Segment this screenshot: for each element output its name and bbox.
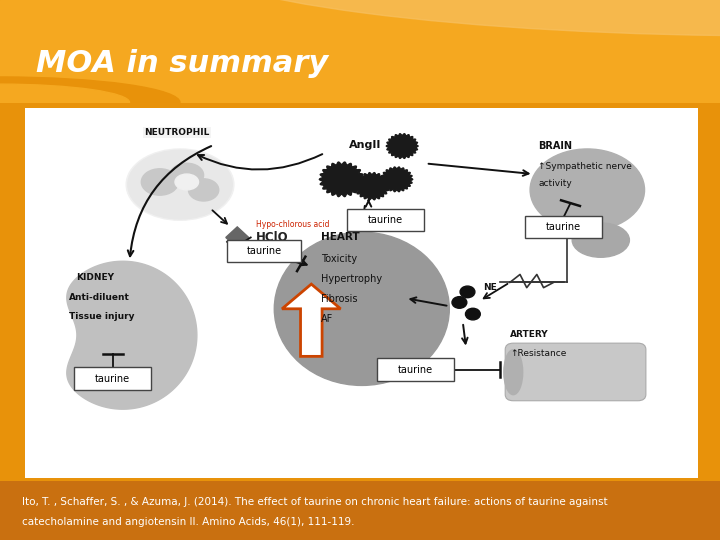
Ellipse shape (530, 149, 644, 231)
Ellipse shape (504, 350, 523, 395)
Circle shape (465, 308, 480, 320)
Ellipse shape (189, 179, 219, 201)
Text: Hypertrophy: Hypertrophy (321, 274, 382, 284)
FancyBboxPatch shape (377, 359, 454, 381)
Text: activity: activity (538, 179, 572, 187)
Text: HClO: HClO (256, 231, 289, 244)
Polygon shape (226, 227, 248, 248)
Wedge shape (0, 77, 180, 103)
Text: taurine: taurine (546, 222, 581, 232)
Text: taurine: taurine (247, 246, 282, 255)
Ellipse shape (572, 223, 629, 257)
Text: Ito, T. , Schaffer, S. , & Azuma, J. (2014). The effect of taurine on chronic he: Ito, T. , Schaffer, S. , & Azuma, J. (20… (22, 497, 607, 507)
Polygon shape (381, 167, 413, 192)
Circle shape (452, 296, 467, 308)
Text: AF: AF (321, 314, 333, 324)
Text: NEUTROPHIL: NEUTROPHIL (144, 128, 210, 137)
Text: taurine: taurine (368, 215, 403, 225)
FancyBboxPatch shape (526, 216, 602, 238)
FancyBboxPatch shape (347, 209, 424, 231)
Text: Tissue injury: Tissue injury (69, 312, 135, 321)
Text: Toxicity: Toxicity (321, 254, 358, 264)
Text: HEART: HEART (321, 232, 360, 242)
Wedge shape (168, 0, 720, 36)
Text: AngII: AngII (349, 140, 382, 150)
FancyBboxPatch shape (23, 106, 701, 480)
Ellipse shape (141, 169, 179, 195)
FancyBboxPatch shape (228, 240, 301, 261)
FancyBboxPatch shape (505, 343, 646, 401)
Polygon shape (387, 134, 418, 158)
Text: Anti-diluent: Anti-diluent (69, 293, 130, 302)
Wedge shape (0, 84, 130, 103)
FancyBboxPatch shape (74, 367, 151, 390)
Polygon shape (320, 162, 364, 197)
Text: ARTERY: ARTERY (510, 329, 549, 339)
Circle shape (460, 286, 475, 298)
Text: NE: NE (483, 283, 497, 292)
Polygon shape (282, 284, 341, 356)
Text: taurine: taurine (398, 364, 433, 375)
Text: BRAIN: BRAIN (538, 141, 572, 151)
Ellipse shape (128, 150, 233, 219)
Text: ↑Sympathetic nerve: ↑Sympathetic nerve (538, 161, 632, 171)
Text: ↑Resistance: ↑Resistance (510, 349, 566, 358)
Text: KIDNEY: KIDNEY (76, 273, 114, 281)
Text: catecholamine and angiotensin II. Amino Acids, 46(1), 111-119.: catecholamine and angiotensin II. Amino … (22, 517, 354, 528)
Text: Hypo-chlorous acid: Hypo-chlorous acid (256, 220, 330, 229)
Ellipse shape (274, 232, 449, 386)
Polygon shape (354, 173, 390, 200)
Polygon shape (67, 261, 197, 409)
Text: MOA in summary: MOA in summary (36, 49, 328, 78)
Text: taurine: taurine (95, 374, 130, 383)
Ellipse shape (126, 149, 234, 220)
Ellipse shape (175, 174, 199, 190)
Ellipse shape (170, 163, 204, 187)
Text: Fibrosis: Fibrosis (321, 294, 358, 304)
